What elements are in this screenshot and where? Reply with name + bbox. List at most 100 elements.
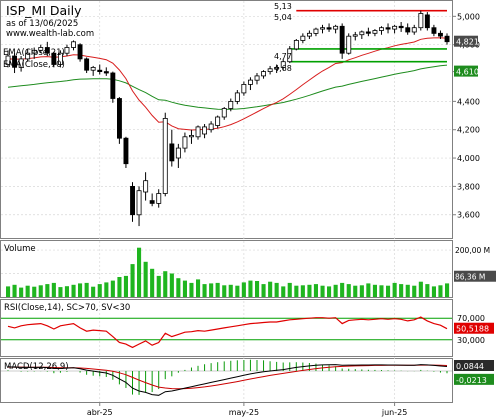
volume-bar bbox=[333, 284, 338, 297]
volume-bar bbox=[431, 286, 436, 297]
volume-bar bbox=[84, 282, 89, 297]
candle-body bbox=[247, 79, 253, 85]
volume-bar bbox=[294, 285, 299, 297]
candle-body bbox=[392, 25, 398, 30]
candle-body bbox=[77, 44, 83, 60]
volume-bar bbox=[12, 284, 17, 297]
level-annotation: 4,68 bbox=[274, 64, 292, 73]
candle-body bbox=[254, 75, 260, 81]
candle-body bbox=[51, 52, 57, 65]
volume-bar bbox=[38, 285, 43, 297]
candle-body bbox=[359, 31, 365, 36]
rsi-tick-label: 70,000 bbox=[457, 314, 485, 323]
price-tick-label: 4,200 bbox=[457, 126, 480, 135]
volume-bar bbox=[281, 286, 286, 297]
volume-bar bbox=[202, 284, 207, 297]
candle-body bbox=[300, 35, 306, 41]
candle-body bbox=[215, 116, 221, 126]
candle-body bbox=[221, 108, 227, 118]
candle-body bbox=[31, 49, 37, 54]
candle-body bbox=[71, 41, 76, 48]
candle-body bbox=[130, 185, 135, 216]
candle-body bbox=[431, 27, 437, 34]
volume-bar bbox=[163, 271, 168, 297]
x-tick-label: jun-25 bbox=[381, 408, 407, 417]
volume-bar bbox=[241, 282, 246, 297]
candle-body bbox=[44, 47, 50, 54]
candle-body bbox=[365, 31, 371, 34]
volume-bar bbox=[313, 284, 318, 297]
volume-bar bbox=[445, 283, 450, 297]
candle-body bbox=[136, 190, 142, 216]
volume-bar bbox=[25, 285, 30, 297]
rsi-last-label: 50,5188 bbox=[456, 325, 489, 334]
candle-body bbox=[280, 61, 286, 68]
candle-body bbox=[437, 32, 443, 37]
candle-body bbox=[149, 200, 155, 204]
candle-body bbox=[444, 35, 450, 43]
candle-body bbox=[110, 72, 116, 99]
volume-bar bbox=[91, 286, 96, 297]
volume-bar bbox=[176, 278, 181, 297]
volume-bar bbox=[104, 282, 109, 297]
candle-body bbox=[97, 69, 103, 72]
volume-bar bbox=[274, 282, 279, 297]
volume-bar bbox=[359, 285, 364, 297]
volume-bar bbox=[182, 280, 187, 297]
volume-bar bbox=[392, 282, 397, 297]
candle-body bbox=[398, 25, 404, 29]
volume-bar bbox=[117, 277, 122, 297]
volume-bar bbox=[130, 264, 135, 297]
volume-bar bbox=[287, 282, 292, 297]
volume-bar bbox=[346, 284, 351, 297]
volume-bar bbox=[405, 284, 410, 297]
candle-body bbox=[228, 101, 234, 109]
volume-bar bbox=[209, 283, 214, 297]
price-pane bbox=[0, 0, 453, 239]
chart-title: ISP_MI Daily bbox=[6, 3, 82, 18]
volume-bar bbox=[307, 284, 312, 297]
volume-bar bbox=[366, 283, 371, 297]
volume-bar bbox=[71, 284, 76, 297]
x-tick-label: abr-25 bbox=[87, 408, 113, 417]
volume-bar bbox=[32, 286, 37, 297]
volume-layer bbox=[6, 247, 450, 297]
level-annotation: 4,77 bbox=[274, 52, 292, 61]
candle-body bbox=[241, 84, 247, 94]
price-layer bbox=[5, 9, 450, 227]
volume-bar bbox=[189, 282, 194, 297]
candle-body bbox=[84, 58, 90, 71]
volume-bar bbox=[78, 283, 83, 297]
candle-body bbox=[424, 14, 430, 29]
candle-body bbox=[90, 67, 96, 71]
candle-body bbox=[195, 126, 201, 138]
volume-bar bbox=[6, 286, 11, 297]
level-annotation: 5,13 bbox=[274, 2, 292, 11]
candle-body bbox=[12, 55, 17, 68]
candle-body bbox=[274, 67, 280, 70]
volume-bar bbox=[64, 286, 69, 297]
candle-body bbox=[25, 52, 31, 60]
volume-bar bbox=[143, 261, 148, 297]
volume-bar bbox=[19, 287, 24, 297]
volume-bar bbox=[268, 281, 273, 297]
price-tick-label: 5,000 bbox=[457, 12, 480, 21]
volume-bar bbox=[110, 280, 115, 297]
volume-bar bbox=[169, 273, 174, 297]
candle-body bbox=[143, 180, 149, 193]
volume-bar bbox=[261, 284, 266, 297]
candle-body bbox=[169, 143, 175, 162]
volume-bar bbox=[215, 282, 220, 297]
candle-body bbox=[352, 34, 358, 37]
candle-body bbox=[411, 27, 417, 33]
volume-bar bbox=[320, 285, 325, 297]
candle-body bbox=[5, 55, 11, 65]
volume-bar bbox=[418, 281, 423, 297]
volume-bar bbox=[97, 284, 102, 297]
rsi-layer bbox=[1, 316, 452, 349]
volume-bar bbox=[248, 280, 253, 297]
volume-bar bbox=[222, 285, 227, 297]
price-tick-label: 4,610 bbox=[456, 68, 479, 77]
